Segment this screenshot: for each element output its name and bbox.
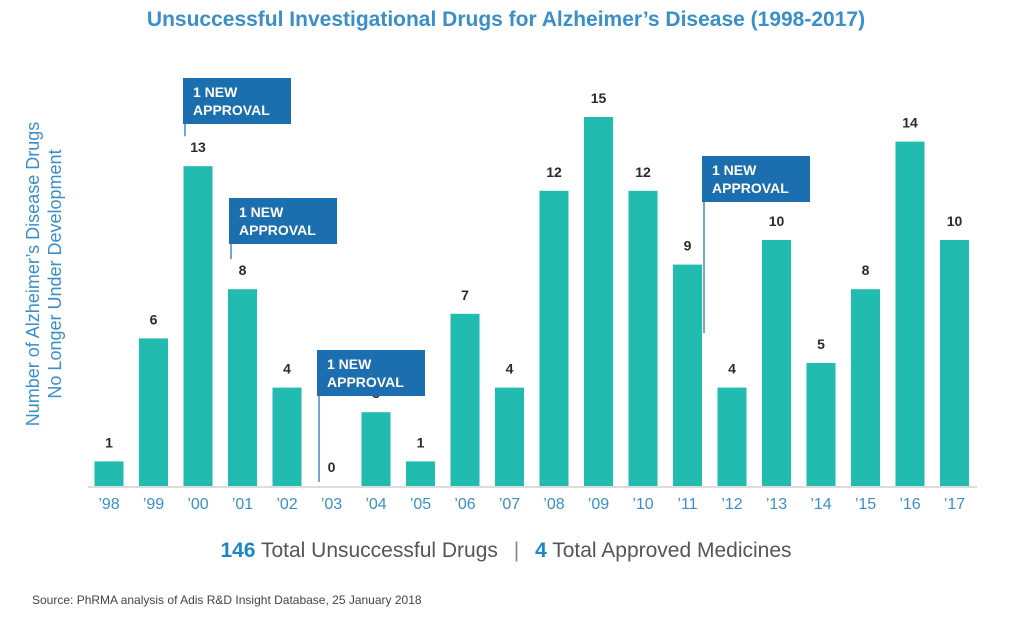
bar-value-label: 0 bbox=[328, 459, 336, 475]
bar bbox=[139, 338, 168, 486]
summary-line: 146 Total Unsuccessful Drugs | 4 Total A… bbox=[0, 539, 1012, 563]
bar bbox=[361, 412, 391, 486]
x-tick-label: ’04 bbox=[365, 496, 386, 513]
approved-label: Total Approved Medicines bbox=[552, 539, 792, 562]
annotation-text: 1 NEW bbox=[712, 162, 757, 178]
x-tick-label: ’12 bbox=[721, 496, 742, 513]
bar-value-label: 13 bbox=[190, 139, 206, 155]
source-note: Source: PhRMA analysis of Adis R&D Insig… bbox=[32, 593, 422, 607]
x-tick-label: ’13 bbox=[766, 496, 787, 513]
annotation-box bbox=[317, 350, 425, 396]
bar bbox=[628, 190, 658, 487]
bar-chart: 1’986’9913’008’014’020’033’041’057’064’0… bbox=[88, 78, 977, 513]
bar-value-label: 10 bbox=[947, 213, 963, 229]
bar-value-label: 6 bbox=[150, 311, 158, 327]
bar bbox=[539, 190, 569, 487]
bar-value-label: 8 bbox=[862, 262, 870, 278]
bar bbox=[450, 313, 480, 486]
x-tick-label: ’05 bbox=[410, 496, 431, 513]
bar-value-label: 14 bbox=[902, 115, 918, 131]
x-tick-label: ’98 bbox=[98, 496, 119, 513]
unsuccessful-label: Total Unsuccessful Drugs bbox=[260, 539, 498, 562]
bar bbox=[762, 240, 791, 486]
unsuccessful-count: 146 bbox=[220, 539, 256, 562]
annotation-text: 1 NEW bbox=[327, 356, 372, 372]
bar-value-label: 8 bbox=[239, 262, 247, 278]
bar bbox=[940, 240, 969, 486]
bar-value-label: 5 bbox=[817, 336, 825, 352]
x-tick-label: ’07 bbox=[499, 496, 520, 513]
x-tick-label: ’01 bbox=[232, 496, 253, 513]
bar bbox=[272, 387, 302, 486]
x-tick-label: ’10 bbox=[632, 496, 653, 513]
x-tick-label: ’15 bbox=[855, 496, 876, 513]
bar-value-label: 1 bbox=[417, 434, 425, 450]
chart-title: Unsuccessful Investigational Drugs for A… bbox=[146, 8, 866, 31]
bar-value-label: 10 bbox=[769, 213, 785, 229]
bar bbox=[717, 387, 747, 486]
x-tick-label: ’08 bbox=[543, 496, 564, 513]
bar-value-label: 12 bbox=[546, 164, 562, 180]
x-tick-label: ’99 bbox=[143, 496, 164, 513]
bar bbox=[94, 461, 124, 486]
x-tick-label: ’02 bbox=[276, 496, 297, 513]
annotation-box bbox=[183, 78, 291, 124]
bar-value-label: 9 bbox=[684, 238, 692, 254]
bar bbox=[228, 289, 257, 486]
bar bbox=[895, 141, 925, 486]
bar bbox=[406, 461, 435, 486]
bar bbox=[584, 117, 613, 486]
annotation-box bbox=[229, 198, 337, 244]
annotation-text: APPROVAL bbox=[239, 222, 316, 238]
approved-count: 4 bbox=[535, 539, 547, 562]
bar-value-label: 12 bbox=[635, 164, 651, 180]
x-tick-label: ’16 bbox=[899, 496, 920, 513]
bar-value-label: 15 bbox=[591, 90, 607, 106]
x-tick-label: ’17 bbox=[944, 496, 965, 513]
x-tick-label: ’03 bbox=[321, 496, 342, 513]
annotation-box bbox=[702, 156, 810, 202]
annotation-text: APPROVAL bbox=[712, 180, 789, 196]
bar-value-label: 4 bbox=[283, 361, 291, 377]
bar bbox=[673, 264, 702, 486]
x-tick-label: ’14 bbox=[810, 496, 831, 513]
x-tick-label: ’09 bbox=[588, 496, 609, 513]
bar-value-label: 4 bbox=[506, 361, 514, 377]
bar bbox=[183, 166, 213, 486]
bar-value-label: 1 bbox=[105, 434, 113, 450]
x-tick-label: ’06 bbox=[454, 496, 475, 513]
annotation-text: 1 NEW bbox=[193, 84, 238, 100]
annotation-text: 1 NEW bbox=[239, 204, 284, 220]
bar bbox=[806, 363, 836, 486]
x-tick-label: ’00 bbox=[187, 496, 208, 513]
x-tick-label: ’11 bbox=[677, 496, 697, 513]
annotation-text: APPROVAL bbox=[193, 102, 270, 118]
summary-separator: | bbox=[513, 539, 520, 562]
bar-value-label: 7 bbox=[461, 287, 469, 303]
bar bbox=[851, 289, 880, 486]
annotation-text: APPROVAL bbox=[327, 374, 404, 390]
bar-value-label: 4 bbox=[728, 361, 736, 377]
bar bbox=[495, 387, 524, 486]
